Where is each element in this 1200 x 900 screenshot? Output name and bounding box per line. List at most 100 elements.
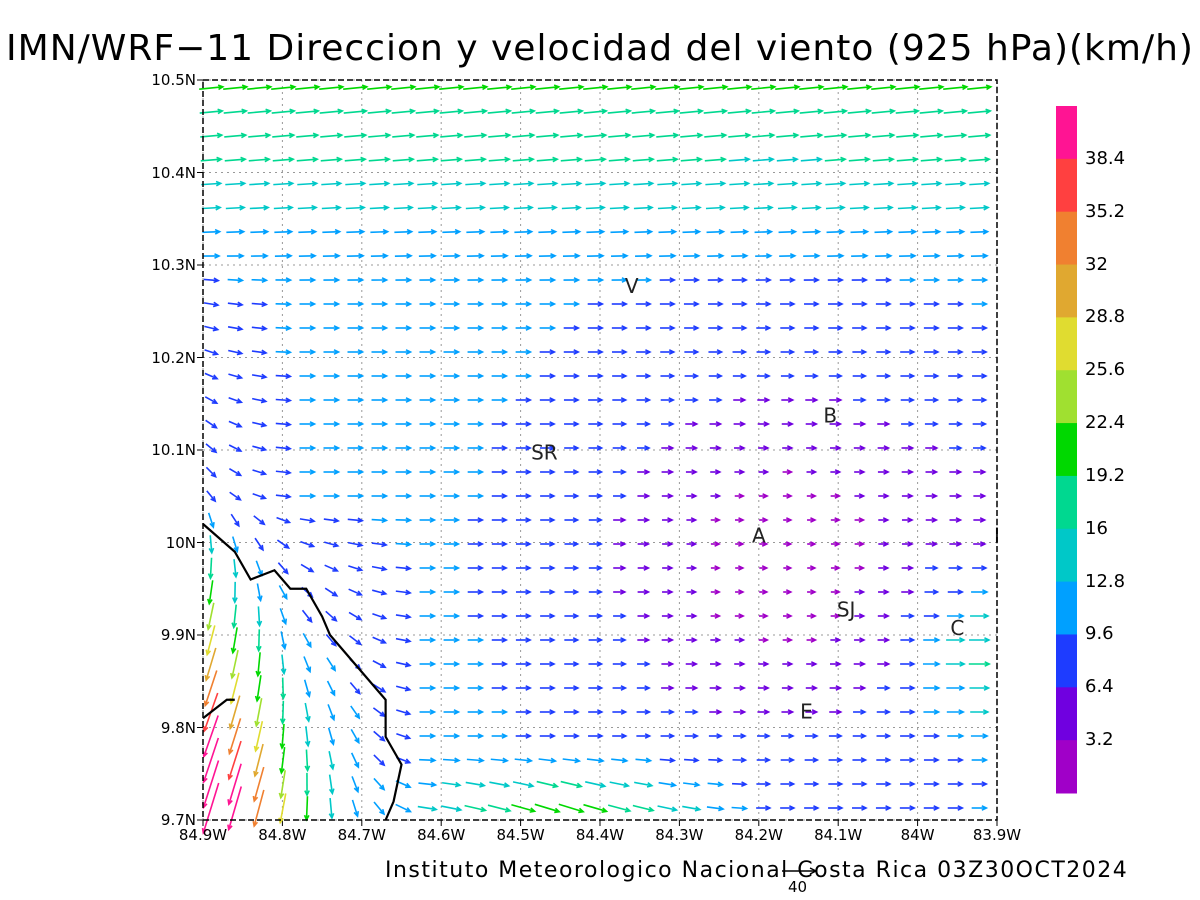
wind-arrow: [371, 277, 389, 283]
wind-arrow: [228, 695, 241, 731]
wind-arrow: [205, 625, 216, 657]
x-tick-label: 84.8W: [258, 826, 307, 844]
wind-arrow: [827, 301, 844, 307]
wind-arrow: [968, 156, 992, 163]
wind-arrow: [632, 804, 655, 813]
wind-arrow: [443, 733, 461, 739]
wind-arrow: [633, 180, 655, 187]
wind-arrow: [757, 733, 771, 739]
wind-arrow: [441, 805, 463, 812]
wind-arrow: [298, 228, 318, 235]
wind-arrow: [347, 493, 365, 499]
wind-arrow: [758, 613, 769, 619]
wind-arrow: [876, 757, 892, 763]
wind-arrow: [348, 588, 364, 596]
wind-arrow: [637, 661, 651, 667]
wind-arrow: [346, 228, 366, 235]
wind-arrow: [899, 325, 916, 331]
wind-arrow: [228, 444, 243, 452]
wind-arrow: [830, 493, 842, 499]
wind-arrow: [948, 397, 964, 403]
wind-arrow: [205, 466, 217, 478]
wind-arrow: [275, 349, 293, 356]
wind-arrow: [275, 445, 293, 452]
wind-arrow: [563, 733, 580, 739]
wind-arrow: [201, 180, 223, 187]
wind-arrow: [539, 277, 557, 283]
wind-arrow: [612, 733, 628, 739]
wind-arrow: [805, 421, 819, 427]
colorbar-label: 9.6: [1085, 623, 1114, 645]
wind-arrow: [252, 766, 265, 803]
wind-arrow: [561, 204, 582, 211]
wind-arrow: [418, 781, 438, 788]
wind-arrow: [320, 156, 344, 163]
wind-arrow: [612, 421, 628, 427]
wind-arrow: [830, 517, 841, 523]
wind-arrow: [637, 493, 651, 499]
wind-arrow: [323, 493, 341, 499]
wind-arrow: [588, 661, 604, 667]
wind-arrow: [756, 325, 772, 331]
wind-arrow: [686, 565, 698, 571]
wind-arrow: [803, 277, 821, 283]
wind-arrow: [923, 781, 940, 787]
colorbar-label: 35.2: [1085, 200, 1126, 222]
wind-arrow: [537, 204, 558, 211]
wind-arrow: [443, 349, 461, 355]
wind-arrow: [230, 627, 238, 655]
y-tick-label: 10.3N: [151, 256, 196, 274]
wind-arrow: [853, 709, 867, 715]
wind-arrow: [271, 108, 297, 115]
wind-arrow: [539, 301, 557, 307]
wind-arrow: [303, 679, 311, 699]
wind-arrow: [949, 517, 963, 523]
wind-arrow: [204, 349, 220, 356]
wind-arrow: [733, 709, 747, 715]
wind-arrow: [564, 685, 580, 691]
wind-arrow: [734, 613, 745, 619]
wind-arrow: [924, 397, 940, 403]
wind-arrow: [680, 156, 704, 163]
wind-arrow: [275, 493, 292, 500]
wind-arrow: [756, 301, 772, 307]
wind-arrow: [419, 469, 437, 475]
wind-arrow: [828, 349, 844, 355]
wind-arrow: [515, 325, 533, 331]
wind-arrow: [275, 421, 293, 428]
wind-arrow: [515, 445, 533, 451]
wind-arrow: [848, 132, 872, 139]
wind-arrow: [467, 349, 485, 355]
wind-arrow: [231, 536, 239, 554]
wind-arrow: [540, 493, 556, 499]
wind-arrow: [801, 204, 822, 211]
wind-arrow: [710, 517, 722, 523]
wind-arrow: [657, 805, 679, 812]
wind-arrow: [657, 204, 678, 211]
wind-arrow: [661, 685, 675, 691]
wind-arrow: [854, 517, 866, 523]
wind-arrow: [731, 277, 749, 283]
wind-arrow: [230, 513, 240, 528]
wind-arrow: [515, 277, 533, 283]
place-label-e: E: [800, 699, 813, 723]
wind-arrow: [707, 277, 725, 283]
wind-arrow: [348, 635, 363, 646]
wind-arrow: [925, 565, 939, 571]
colorbar-swatch: [1056, 264, 1077, 318]
wind-arrow: [587, 277, 605, 283]
wind-arrow: [854, 637, 866, 643]
wind-arrow: [848, 156, 872, 163]
wind-arrow: [971, 349, 988, 355]
wind-arrow: [299, 469, 317, 475]
wind-arrow: [395, 373, 413, 379]
colorbar-swatch: [1056, 211, 1077, 266]
wind-arrow: [325, 610, 338, 622]
wind-arrow: [564, 541, 580, 547]
wind-arrow: [202, 253, 221, 259]
wind-arrow: [783, 565, 793, 571]
wind-arrow: [899, 301, 917, 307]
wind-arrow: [467, 469, 485, 475]
wind-arrow: [854, 589, 866, 595]
wind-arrow: [684, 733, 700, 739]
